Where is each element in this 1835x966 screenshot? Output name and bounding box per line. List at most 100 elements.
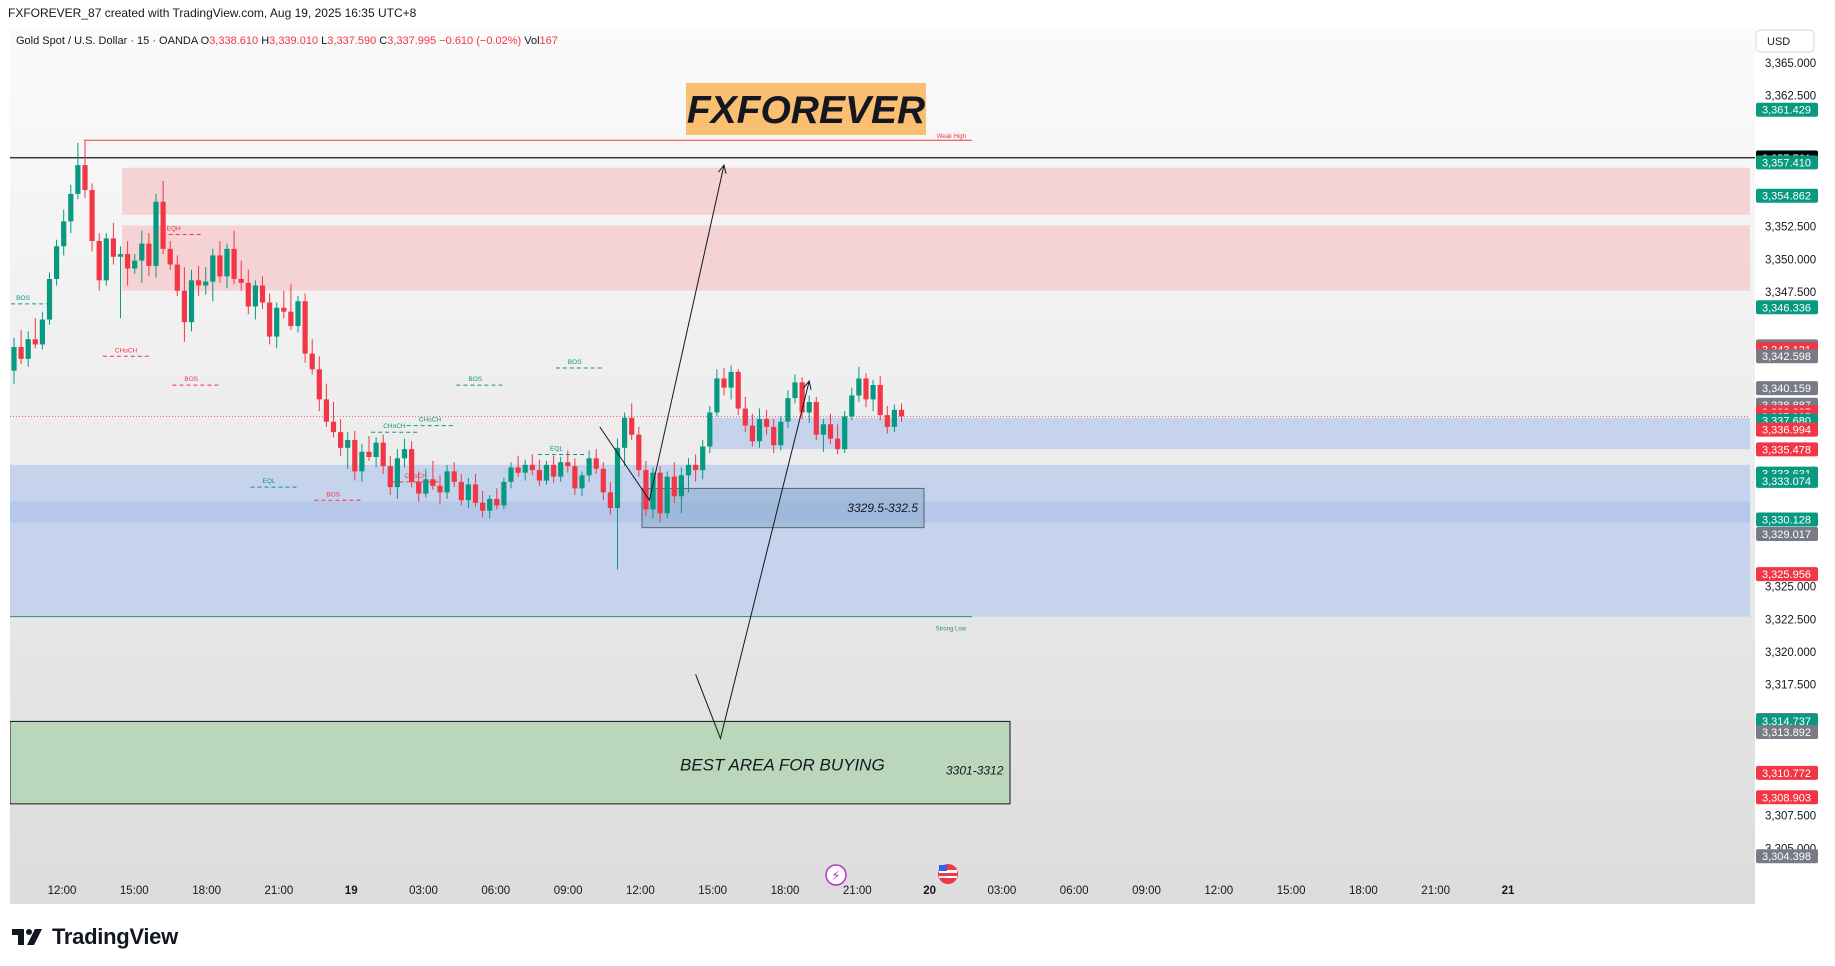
candle-body[interactable]: [146, 243, 152, 266]
price-label[interactable]: 3,336.994: [1756, 422, 1818, 437]
price-axis-bg[interactable]: [1755, 28, 1825, 904]
candle-body[interactable]: [394, 458, 400, 488]
candle-body[interactable]: [380, 442, 386, 467]
candle-body[interactable]: [373, 442, 379, 457]
candle-body[interactable]: [735, 371, 741, 409]
candle-body[interactable]: [451, 471, 457, 482]
candle-body[interactable]: [472, 484, 479, 503]
candle-body[interactable]: [316, 369, 322, 400]
candle-body[interactable]: [842, 416, 848, 450]
candle-body[interactable]: [877, 385, 883, 416]
candle-body[interactable]: [281, 307, 287, 312]
candle-body[interactable]: [884, 415, 890, 427]
candle-body[interactable]: [153, 201, 159, 266]
candle-body[interactable]: [636, 434, 642, 471]
candle-body[interactable]: [849, 395, 855, 417]
candle-body[interactable]: [181, 290, 187, 323]
candle-body[interactable]: [650, 472, 656, 510]
lightning-icon[interactable]: ⚡: [825, 864, 847, 886]
candle-body[interactable]: [387, 466, 393, 488]
candle-body[interactable]: [714, 378, 720, 413]
candle-body[interactable]: [820, 424, 826, 435]
candle-body[interactable]: [664, 476, 670, 514]
candle-body[interactable]: [863, 378, 869, 400]
candle-body[interactable]: [366, 451, 372, 457]
candle-body[interactable]: [174, 264, 180, 291]
candle-body[interactable]: [39, 319, 45, 345]
candle-body[interactable]: [607, 492, 613, 509]
candle-body[interactable]: [430, 479, 436, 486]
candle-body[interactable]: [210, 255, 216, 282]
price-label[interactable]: 3,308.903: [1756, 790, 1818, 805]
price-label[interactable]: 3,346.336: [1756, 300, 1818, 315]
candle-body[interactable]: [167, 248, 173, 265]
candle-body[interactable]: [693, 464, 699, 471]
candle-body[interactable]: [68, 193, 74, 222]
candle-body[interactable]: [54, 246, 60, 279]
candle-body[interactable]: [678, 475, 684, 497]
candle-body[interactable]: [657, 472, 663, 514]
candle-body[interactable]: [75, 165, 81, 194]
candle-body[interactable]: [345, 439, 351, 448]
price-label[interactable]: 3,357.410: [1756, 155, 1818, 170]
candle-body[interactable]: [252, 285, 258, 307]
candle-body[interactable]: [359, 451, 365, 472]
candle-body[interactable]: [61, 221, 67, 247]
tradingview-brand[interactable]: TradingView: [10, 922, 178, 952]
price-label[interactable]: 3,325.956: [1756, 567, 1818, 582]
candle-body[interactable]: [82, 165, 88, 190]
candle-body[interactable]: [330, 421, 337, 433]
candle-body[interactable]: [132, 260, 138, 269]
candle-body[interactable]: [707, 412, 713, 447]
chart-panel[interactable]: BOS CHoCH EQH BOS EQL BOS CHoCH CHoCH CHoCH BOS BO…: [10, 28, 1825, 904]
candle-body[interactable]: [629, 417, 635, 435]
entry-box[interactable]: [641, 487, 925, 529]
candle-body[interactable]: [352, 439, 358, 472]
candle-body[interactable]: [338, 432, 344, 448]
candle-body[interactable]: [543, 464, 550, 481]
candle-body[interactable]: [323, 399, 329, 422]
candle-body[interactable]: [593, 458, 599, 469]
candle-body[interactable]: [295, 301, 301, 327]
candle-body[interactable]: [558, 462, 564, 477]
candle-body[interactable]: [224, 248, 230, 277]
candle-body[interactable]: [11, 347, 17, 371]
candle-body[interactable]: [46, 278, 53, 320]
candle-body[interactable]: [274, 307, 280, 337]
candle-body[interactable]: [536, 470, 542, 481]
candle-body[interactable]: [749, 425, 755, 442]
candle-body[interactable]: [309, 353, 315, 370]
price-label[interactable]: 3,361.429: [1756, 102, 1818, 117]
candle-body[interactable]: [302, 301, 308, 354]
candle-body[interactable]: [259, 285, 266, 303]
price-label[interactable]: 3,313.892: [1756, 724, 1818, 739]
candle-body[interactable]: [622, 417, 628, 448]
candle-body[interactable]: [586, 458, 592, 476]
candle-body[interactable]: [401, 449, 408, 459]
candle-body[interactable]: [529, 464, 535, 471]
candle-body[interactable]: [785, 398, 791, 422]
candle-body[interactable]: [742, 408, 748, 426]
candle-body[interactable]: [139, 243, 145, 261]
price-label[interactable]: 3,310.772: [1756, 765, 1818, 780]
candle-body[interactable]: [25, 339, 31, 359]
candle-body[interactable]: [827, 424, 834, 439]
candle-body[interactable]: [288, 311, 294, 327]
candle-body[interactable]: [444, 471, 450, 493]
candle-body[interactable]: [551, 464, 557, 477]
candle-body[interactable]: [32, 339, 38, 345]
candle-body[interactable]: [267, 302, 273, 337]
candle-body[interactable]: [643, 470, 649, 510]
candle-body[interactable]: [465, 484, 471, 501]
candle-body[interactable]: [160, 201, 166, 249]
candle-body[interactable]: [117, 254, 124, 257]
price-label[interactable]: 3,335.478: [1756, 442, 1818, 457]
candle-body[interactable]: [437, 485, 443, 493]
price-label[interactable]: 3,330.128: [1756, 512, 1818, 527]
candle-body[interactable]: [792, 382, 798, 399]
candle-body[interactable]: [196, 280, 202, 286]
price-label[interactable]: 3,333.074: [1756, 473, 1818, 488]
chart-canvas[interactable]: BOS CHoCH EQH BOS EQL BOS CHoCH CHoCH CHoCH BOS BO…: [10, 28, 1825, 904]
candle-body[interactable]: [18, 347, 24, 359]
price-label[interactable]: 3,304.398: [1756, 849, 1818, 864]
